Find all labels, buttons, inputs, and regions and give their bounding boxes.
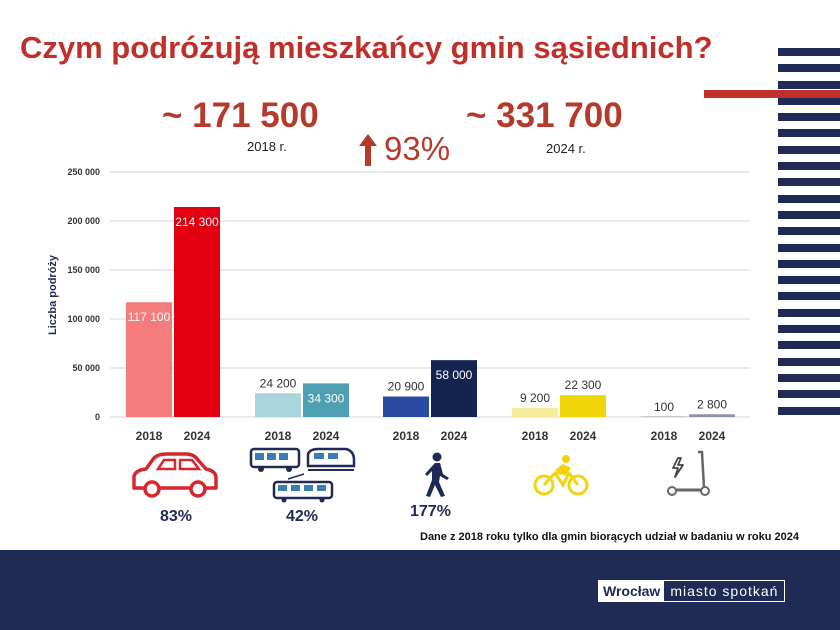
decorative-red-bar	[704, 90, 840, 98]
bar	[383, 396, 429, 417]
total-growth: 93%	[384, 130, 451, 167]
x-category-label: 2018	[393, 429, 420, 443]
car-growth-pct: 83%	[160, 508, 193, 525]
total-2018-value: ~ 171 500	[162, 96, 319, 135]
x-category-label: 2018	[651, 429, 678, 443]
e-scooter-icon	[667, 450, 710, 496]
y-tick-label: 250 000	[67, 167, 100, 177]
bar-value-label: 100	[654, 400, 674, 414]
bar-chart: 0 50 000 100 000 150 000 200 000 250 000 Liczb…	[47, 167, 750, 443]
bar-value-label: 22 300	[565, 378, 602, 392]
bar-value-label: 20 900	[388, 380, 425, 394]
public-transport-growth-pct: 42%	[286, 508, 319, 525]
bar	[255, 393, 301, 417]
y-tick-label: 100 000	[67, 314, 100, 324]
bar-value-label: 2 800	[697, 397, 727, 411]
bar	[303, 383, 349, 417]
x-category-label: 2018	[522, 429, 549, 443]
bar	[174, 206, 220, 417]
y-tick-label: 50 000	[72, 363, 100, 373]
x-category-label: 2024	[184, 429, 211, 443]
y-tick-label: 150 000	[67, 265, 100, 275]
total-2024-label: 2024 r.	[546, 141, 586, 156]
arrow-up-icon	[359, 134, 377, 166]
x-category-label: 2024	[699, 429, 726, 443]
logo-part-2: miasto spotkań	[670, 583, 779, 599]
decorative-stripes	[778, 48, 840, 423]
data-note: Dane z 2018 roku tylko dla gmin biorącyc…	[420, 531, 800, 543]
page-title: Czym podróżują mieszkańcy gmin sąsiednic…	[20, 30, 713, 65]
bar-value-label: 58 000	[436, 368, 473, 382]
y-tick-label: 0	[95, 412, 100, 422]
wroclaw-logo: Wrocław miasto spotkań	[598, 580, 786, 602]
x-category-label: 2024	[441, 429, 468, 443]
car-icon	[132, 452, 218, 498]
x-category-label: 2018	[136, 429, 163, 443]
walking-growth-pct: 177%	[410, 503, 451, 520]
bar-value-label: 117 100	[128, 310, 171, 324]
bar-value-label: 24 200	[260, 376, 297, 390]
bar	[641, 416, 687, 417]
bar-value-label: 9 200	[520, 391, 550, 405]
footer-bar	[0, 550, 840, 630]
y-tick-label: 200 000	[67, 216, 100, 226]
x-category-label: 2024	[313, 429, 340, 443]
bar	[126, 302, 172, 417]
total-2018-label: 2018 r.	[247, 139, 287, 154]
logo-part-1: Wrocław	[599, 581, 665, 601]
bar	[512, 407, 558, 417]
bicycle-icon	[533, 455, 589, 496]
bar-value-label: 34 300	[308, 391, 345, 405]
y-axis-label: Liczba podróży	[47, 254, 59, 335]
bus-tram-train-icon	[249, 447, 356, 503]
bar	[689, 414, 735, 417]
x-category-label: 2024	[570, 429, 597, 443]
bar	[431, 360, 477, 417]
total-2024-value: ~ 331 700	[466, 96, 623, 135]
bar	[560, 395, 606, 417]
x-category-label: 2018	[265, 429, 292, 443]
pedestrian-icon	[425, 452, 449, 497]
bar-value-label: 214 300	[175, 215, 219, 229]
